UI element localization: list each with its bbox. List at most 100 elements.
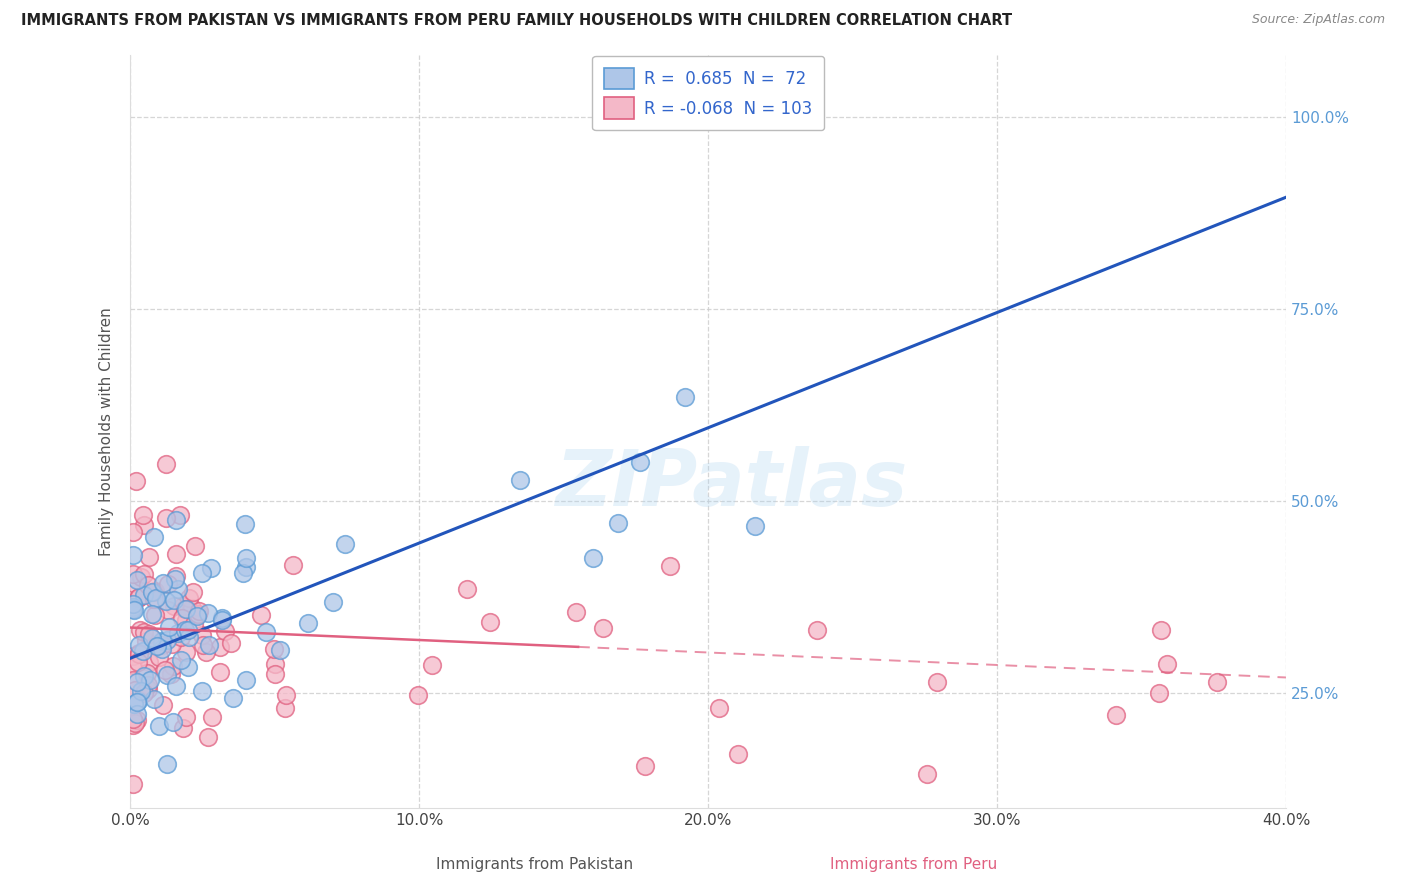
Point (146, 638, 169, 652)
Point (183, 617, 205, 632)
Point (232, 566, 254, 581)
Point (125, 713, 148, 727)
Y-axis label: Family Households with Children: Family Households with Children (100, 307, 114, 556)
Point (420, 657, 443, 672)
Point (163, 572, 186, 586)
Point (122, 566, 145, 581)
Point (188, 604, 211, 618)
Point (132, 669, 155, 683)
Point (165, 513, 187, 527)
Point (269, 642, 291, 657)
Point (143, 608, 166, 623)
Point (211, 613, 233, 627)
Point (181, 584, 204, 599)
Point (128, 646, 150, 660)
Point (222, 690, 245, 705)
Point (131, 644, 153, 658)
Point (264, 667, 287, 681)
Point (628, 455, 651, 469)
Point (155, 510, 177, 524)
Point (174, 645, 197, 659)
Point (128, 623, 150, 637)
Point (167, 625, 190, 640)
Point (219, 636, 242, 650)
Point (915, 766, 938, 780)
Point (592, 621, 614, 635)
Point (197, 730, 219, 744)
Point (122, 712, 145, 726)
Point (128, 590, 150, 604)
Point (209, 640, 232, 655)
Point (187, 607, 209, 621)
Point (165, 547, 187, 561)
Point (197, 606, 219, 620)
Point (122, 718, 145, 732)
Text: IMMIGRANTS FROM PAKISTAN VS IMMIGRANTS FROM PERU FAMILY HOUSEHOLDS WITH CHILDREN: IMMIGRANTS FROM PAKISTAN VS IMMIGRANTS F… (21, 13, 1012, 29)
Point (173, 602, 195, 616)
Point (142, 585, 165, 599)
Point (122, 603, 145, 617)
Point (136, 578, 159, 592)
Point (198, 638, 221, 652)
Point (456, 582, 478, 596)
Point (162, 659, 184, 673)
Point (129, 570, 152, 584)
Point (235, 560, 257, 574)
Point (124, 682, 146, 697)
Point (167, 582, 190, 596)
Point (162, 714, 184, 729)
Point (136, 682, 159, 697)
Text: Immigrants from Peru: Immigrants from Peru (831, 857, 997, 872)
Point (156, 633, 179, 648)
Point (125, 695, 148, 709)
Point (132, 588, 155, 602)
Point (160, 637, 183, 651)
Point (250, 608, 273, 623)
Point (122, 698, 145, 712)
Point (211, 611, 233, 625)
Point (186, 608, 208, 623)
Point (138, 655, 160, 669)
Point (153, 664, 176, 678)
Point (406, 688, 429, 702)
Point (127, 675, 149, 690)
Point (122, 525, 145, 540)
Point (177, 623, 200, 637)
Point (174, 602, 197, 616)
Point (132, 625, 155, 640)
Point (582, 551, 605, 566)
Point (179, 630, 201, 644)
Point (927, 674, 949, 689)
Point (122, 649, 145, 664)
Point (122, 673, 145, 687)
Point (152, 575, 174, 590)
Point (333, 537, 356, 551)
Point (127, 655, 149, 669)
Point (169, 508, 191, 522)
Point (142, 691, 165, 706)
Text: Immigrants from Pakistan: Immigrants from Pakistan (436, 857, 633, 872)
Point (156, 576, 179, 591)
Point (132, 508, 155, 522)
Text: Source: ZipAtlas.com: Source: ZipAtlas.com (1251, 13, 1385, 27)
Point (127, 573, 149, 587)
Point (124, 715, 146, 730)
Point (132, 685, 155, 699)
Point (509, 473, 531, 487)
Point (191, 628, 214, 642)
Point (170, 653, 193, 667)
Point (138, 627, 160, 641)
Point (165, 679, 187, 693)
Point (1147, 686, 1170, 700)
Point (132, 566, 155, 581)
Point (233, 516, 256, 531)
Point (128, 647, 150, 661)
Point (263, 657, 285, 671)
Point (322, 595, 344, 609)
Point (132, 518, 155, 533)
Point (193, 639, 215, 653)
Point (145, 639, 167, 653)
Point (177, 659, 200, 673)
Point (263, 641, 285, 656)
Point (143, 530, 166, 544)
